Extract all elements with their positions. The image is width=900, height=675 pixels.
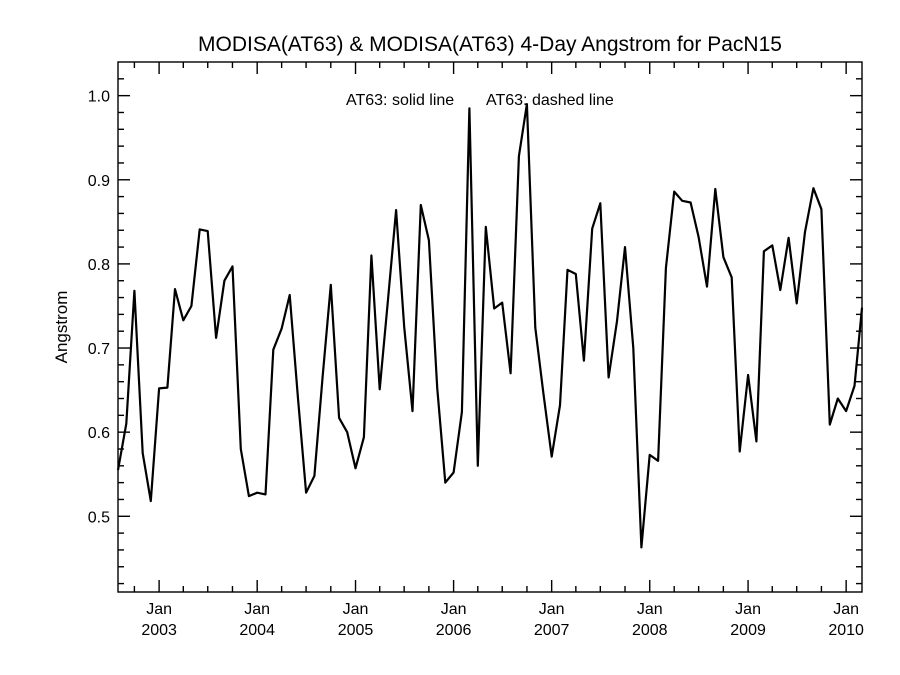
x-tick-label-year: 2009 bbox=[730, 622, 766, 639]
x-axis: Jan 2003 Jan 2004 Jan 2005 Jan 2006 Jan 2007 Jan 20… bbox=[133, 62, 864, 639]
series-line-solid bbox=[116, 102, 864, 549]
y-axis: 0.5 0.6 0.7 0.8 0.9 1.0 bbox=[88, 78, 862, 585]
series-group bbox=[116, 102, 864, 549]
plot-frame bbox=[117, 61, 863, 593]
y-tick-label: 0.7 bbox=[88, 341, 110, 358]
x-tick-label-year: 2008 bbox=[632, 622, 668, 639]
x-tick-label-month: Jan bbox=[833, 601, 859, 618]
annotation-solid-line: AT63: solid line bbox=[346, 92, 454, 109]
y-tick-label: 0.6 bbox=[88, 425, 110, 442]
y-axis-label: Angstrom bbox=[52, 291, 71, 364]
x-tick-label-month: Jan bbox=[146, 601, 172, 618]
chart-title: MODISA(AT63) & MODISA(AT63) 4-Day Angstr… bbox=[198, 33, 782, 56]
x-tick-label-year: 2005 bbox=[338, 622, 374, 639]
y-tick-label: 0.9 bbox=[88, 173, 110, 190]
annotation-dashed-line: AT63: dashed line bbox=[486, 92, 614, 109]
x-tick-label-month: Jan bbox=[441, 601, 467, 618]
x-tick-label-month: Jan bbox=[244, 601, 270, 618]
x-tick-label-year: 2004 bbox=[239, 622, 275, 639]
y-tick-label: 0.5 bbox=[88, 509, 110, 526]
y-tick-label: 0.8 bbox=[88, 257, 110, 274]
x-tick-label-year: 2007 bbox=[534, 622, 570, 639]
x-tick-label-month: Jan bbox=[343, 601, 369, 618]
x-tick-label-month: Jan bbox=[637, 601, 663, 618]
x-tick-label-year: 2006 bbox=[436, 622, 472, 639]
x-tick-label-year: 2010 bbox=[828, 622, 864, 639]
x-tick-label-year: 2003 bbox=[141, 622, 177, 639]
y-tick-label: 1.0 bbox=[88, 89, 110, 106]
x-tick-label-month: Jan bbox=[539, 601, 565, 618]
x-tick-label-month: Jan bbox=[735, 601, 761, 618]
